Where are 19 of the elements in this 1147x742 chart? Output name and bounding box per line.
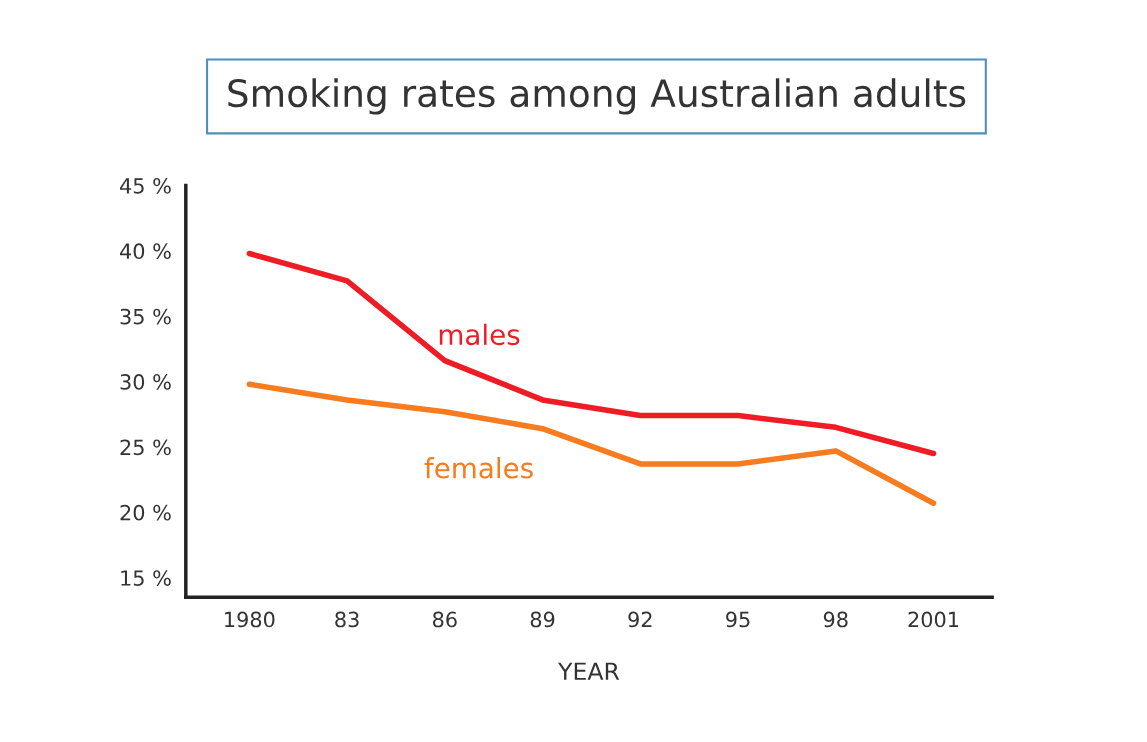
y-tick-label: 20 % [120, 504, 171, 521]
x-tick-label: 86 [432, 611, 457, 628]
x-tick-label: 98 [823, 611, 848, 628]
y-tick-label: 15 % [121, 570, 171, 586]
x-tick-label: 89 [530, 611, 555, 628]
y-tick-label: 35 % [120, 308, 171, 325]
y-tick-label: 40 % [120, 243, 171, 260]
x-tick-label: 95 [726, 611, 750, 628]
x-axis-title: YEAR [557, 662, 620, 680]
series-label: males [439, 323, 520, 346]
y-tick-label: 25 % [120, 439, 171, 456]
x-tick-label: 1980 [225, 611, 275, 628]
chart-title: Smoking rates among Australian adults [228, 78, 966, 115]
y-tick-label: 45 % [120, 177, 171, 194]
series-label: females [424, 457, 533, 479]
x-tick-label: 83 [335, 611, 359, 628]
x-tick-label: 2001 [908, 611, 959, 628]
x-tick-label: 92 [628, 611, 652, 628]
y-tick-label: 30 % [120, 374, 171, 390]
